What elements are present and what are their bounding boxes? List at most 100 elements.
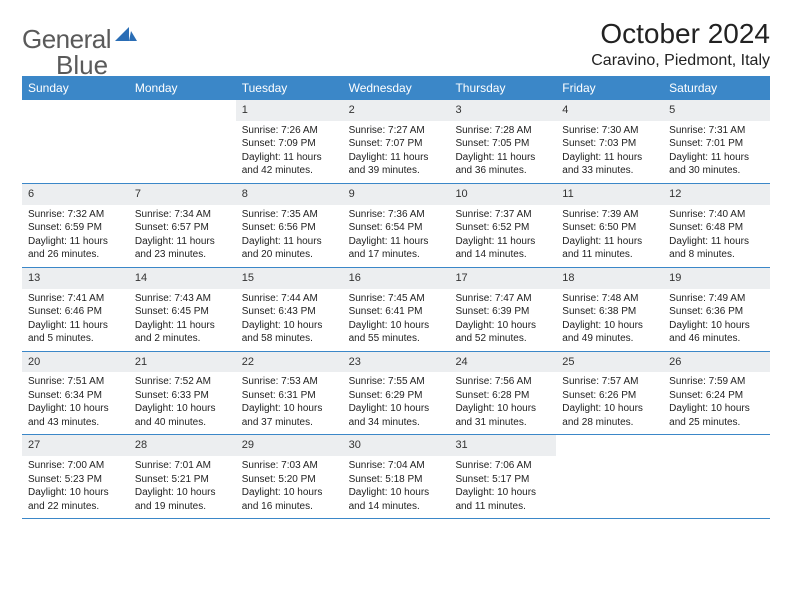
sunset-line: Sunset: 6:50 PM <box>562 221 657 235</box>
day-content: Sunrise: 7:44 AMSunset: 6:43 PMDaylight:… <box>236 289 343 351</box>
daylight-line: Daylight: 10 hours and 40 minutes. <box>135 402 230 429</box>
header: General Blue October 2024 Caravino, Pied… <box>22 18 770 70</box>
daylight-line: Daylight: 11 hours and 20 minutes. <box>242 235 337 262</box>
logo-text-blue: Blue <box>56 50 108 81</box>
day-number: 25 <box>556 352 663 373</box>
daylight-line: Daylight: 10 hours and 16 minutes. <box>242 486 337 513</box>
day-content: Sunrise: 7:26 AMSunset: 7:09 PMDaylight:… <box>236 121 343 183</box>
day-header-monday: Monday <box>129 76 236 100</box>
sunset-line: Sunset: 6:29 PM <box>349 389 444 403</box>
day-cell: 22Sunrise: 7:53 AMSunset: 6:31 PMDayligh… <box>236 352 343 435</box>
weeks-container: 1Sunrise: 7:26 AMSunset: 7:09 PMDaylight… <box>22 100 770 519</box>
daylight-line: Daylight: 11 hours and 2 minutes. <box>135 319 230 346</box>
day-content: Sunrise: 7:41 AMSunset: 6:46 PMDaylight:… <box>22 289 129 351</box>
sunrise-line: Sunrise: 7:35 AM <box>242 208 337 222</box>
month-title: October 2024 <box>591 18 770 50</box>
sunset-line: Sunset: 6:45 PM <box>135 305 230 319</box>
daylight-line: Daylight: 10 hours and 31 minutes. <box>455 402 550 429</box>
sunset-line: Sunset: 6:26 PM <box>562 389 657 403</box>
daylight-line: Daylight: 10 hours and 43 minutes. <box>28 402 123 429</box>
sunset-line: Sunset: 6:59 PM <box>28 221 123 235</box>
daylight-line: Daylight: 10 hours and 19 minutes. <box>135 486 230 513</box>
sunset-line: Sunset: 6:39 PM <box>455 305 550 319</box>
daylight-line: Daylight: 11 hours and 33 minutes. <box>562 151 657 178</box>
day-number: 3 <box>449 100 556 121</box>
daylight-line: Daylight: 11 hours and 17 minutes. <box>349 235 444 262</box>
empty-cell <box>129 100 236 183</box>
day-cell: 17 Sunrise: 7:47 AMSunset: 6:39 PMDayligh… <box>449 268 556 351</box>
day-content: Sunrise: 7:55 AMSunset: 6:29 PMDaylight:… <box>343 372 450 434</box>
daylight-line: Daylight: 11 hours and 14 minutes. <box>455 235 550 262</box>
daylight-line: Daylight: 11 hours and 11 minutes. <box>562 235 657 262</box>
daylight-line: Daylight: 10 hours and 37 minutes. <box>242 402 337 429</box>
logo-triangle-icon <box>115 25 137 48</box>
day-content: Sunrise: 7:01 AMSunset: 5:21 PMDaylight:… <box>129 456 236 518</box>
sunrise-line: Sunrise: 7:00 AM <box>28 459 123 473</box>
day-cell: 19Sunrise: 7:49 AMSunset: 6:36 PMDayligh… <box>663 268 770 351</box>
day-number: 29 <box>236 435 343 456</box>
day-header-tuesday: Tuesday <box>236 76 343 100</box>
day-cell: 11Sunrise: 7:39 AMSunset: 6:50 PMDayligh… <box>556 184 663 267</box>
day-content: Sunrise: 7:04 AMSunset: 5:18 PMDaylight:… <box>343 456 450 518</box>
day-number: 22 <box>236 352 343 373</box>
day-number: 7 <box>129 184 236 205</box>
day-number: 28 <box>129 435 236 456</box>
day-content: Sunrise: 7:06 AMSunset: 5:17 PMDaylight:… <box>449 456 556 518</box>
sunset-line: Sunset: 7:07 PM <box>349 137 444 151</box>
sunset-line: Sunset: 7:01 PM <box>669 137 764 151</box>
day-number: 20 <box>22 352 129 373</box>
day-content: Sunrise: 7:27 AMSunset: 7:07 PMDaylight:… <box>343 121 450 183</box>
sunrise-line: Sunrise: 7:27 AM <box>349 124 444 138</box>
empty-cell <box>663 435 770 518</box>
daylight-line: Daylight: 10 hours and 49 minutes. <box>562 319 657 346</box>
day-content: Sunrise: 7:57 AMSunset: 6:26 PMDaylight:… <box>556 372 663 434</box>
sunrise-line: Sunrise: 7:57 AM <box>562 375 657 389</box>
sunset-line: Sunset: 6:34 PM <box>28 389 123 403</box>
day-content: Sunrise: 7:32 AMSunset: 6:59 PMDaylight:… <box>22 205 129 267</box>
logo: General Blue <box>22 24 137 55</box>
day-content: Sunrise: 7:36 AMSunset: 6:54 PMDaylight:… <box>343 205 450 267</box>
day-number: 2 <box>343 100 450 121</box>
sunrise-line: Sunrise: 7:52 AM <box>135 375 230 389</box>
day-content: Sunrise: 7:39 AMSunset: 6:50 PMDaylight:… <box>556 205 663 267</box>
day-number: 26 <box>663 352 770 373</box>
sunrise-line: Sunrise: 7:43 AM <box>135 292 230 306</box>
day-cell: 10Sunrise: 7:37 AMSunset: 6:52 PMDayligh… <box>449 184 556 267</box>
daylight-line: Daylight: 11 hours and 30 minutes. <box>669 151 764 178</box>
sunrise-line: Sunrise: 7:26 AM <box>242 124 337 138</box>
day-cell: 31Sunrise: 7:06 AMSunset: 5:17 PMDayligh… <box>449 435 556 518</box>
sunrise-line: Sunrise: 7:32 AM <box>28 208 123 222</box>
daylight-line: Daylight: 11 hours and 36 minutes. <box>455 151 550 178</box>
day-cell: 28Sunrise: 7:01 AMSunset: 5:21 PMDayligh… <box>129 435 236 518</box>
week-row: 20Sunrise: 7:51 AMSunset: 6:34 PMDayligh… <box>22 352 770 436</box>
day-number: 19 <box>663 268 770 289</box>
day-number: 14 <box>129 268 236 289</box>
sunrise-line: Sunrise: 7:47 AM <box>455 292 550 306</box>
sunrise-line: Sunrise: 7:56 AM <box>455 375 550 389</box>
day-cell: 30Sunrise: 7:04 AMSunset: 5:18 PMDayligh… <box>343 435 450 518</box>
day-cell: 8Sunrise: 7:35 AMSunset: 6:56 PMDaylight… <box>236 184 343 267</box>
day-number: 17 <box>449 268 556 289</box>
day-header-friday: Friday <box>556 76 663 100</box>
day-number: 1 <box>236 100 343 121</box>
sunset-line: Sunset: 6:48 PM <box>669 221 764 235</box>
day-cell: 15Sunrise: 7:44 AMSunset: 6:43 PMDayligh… <box>236 268 343 351</box>
sunset-line: Sunset: 5:20 PM <box>242 473 337 487</box>
day-cell: 5Sunrise: 7:31 AMSunset: 7:01 PMDaylight… <box>663 100 770 183</box>
sunrise-line: Sunrise: 7:55 AM <box>349 375 444 389</box>
day-cell: 29Sunrise: 7:03 AMSunset: 5:20 PMDayligh… <box>236 435 343 518</box>
week-row: 27Sunrise: 7:00 AMSunset: 5:23 PMDayligh… <box>22 435 770 519</box>
day-content: Sunrise: 7:52 AMSunset: 6:33 PMDaylight:… <box>129 372 236 434</box>
sunrise-line: Sunrise: 7:04 AM <box>349 459 444 473</box>
sunrise-line: Sunrise: 7:49 AM <box>669 292 764 306</box>
day-number: 16 <box>343 268 450 289</box>
sunrise-line: Sunrise: 7:06 AM <box>455 459 550 473</box>
daylight-line: Daylight: 10 hours and 46 minutes. <box>669 319 764 346</box>
daylight-line: Daylight: 10 hours and 52 minutes. <box>455 319 550 346</box>
daylight-line: Daylight: 11 hours and 5 minutes. <box>28 319 123 346</box>
day-cell: 21Sunrise: 7:52 AMSunset: 6:33 PMDayligh… <box>129 352 236 435</box>
sunset-line: Sunset: 6:41 PM <box>349 305 444 319</box>
sunrise-line: Sunrise: 7:53 AM <box>242 375 337 389</box>
sunset-line: Sunset: 6:57 PM <box>135 221 230 235</box>
day-content: Sunrise: 7:59 AMSunset: 6:24 PMDaylight:… <box>663 372 770 434</box>
